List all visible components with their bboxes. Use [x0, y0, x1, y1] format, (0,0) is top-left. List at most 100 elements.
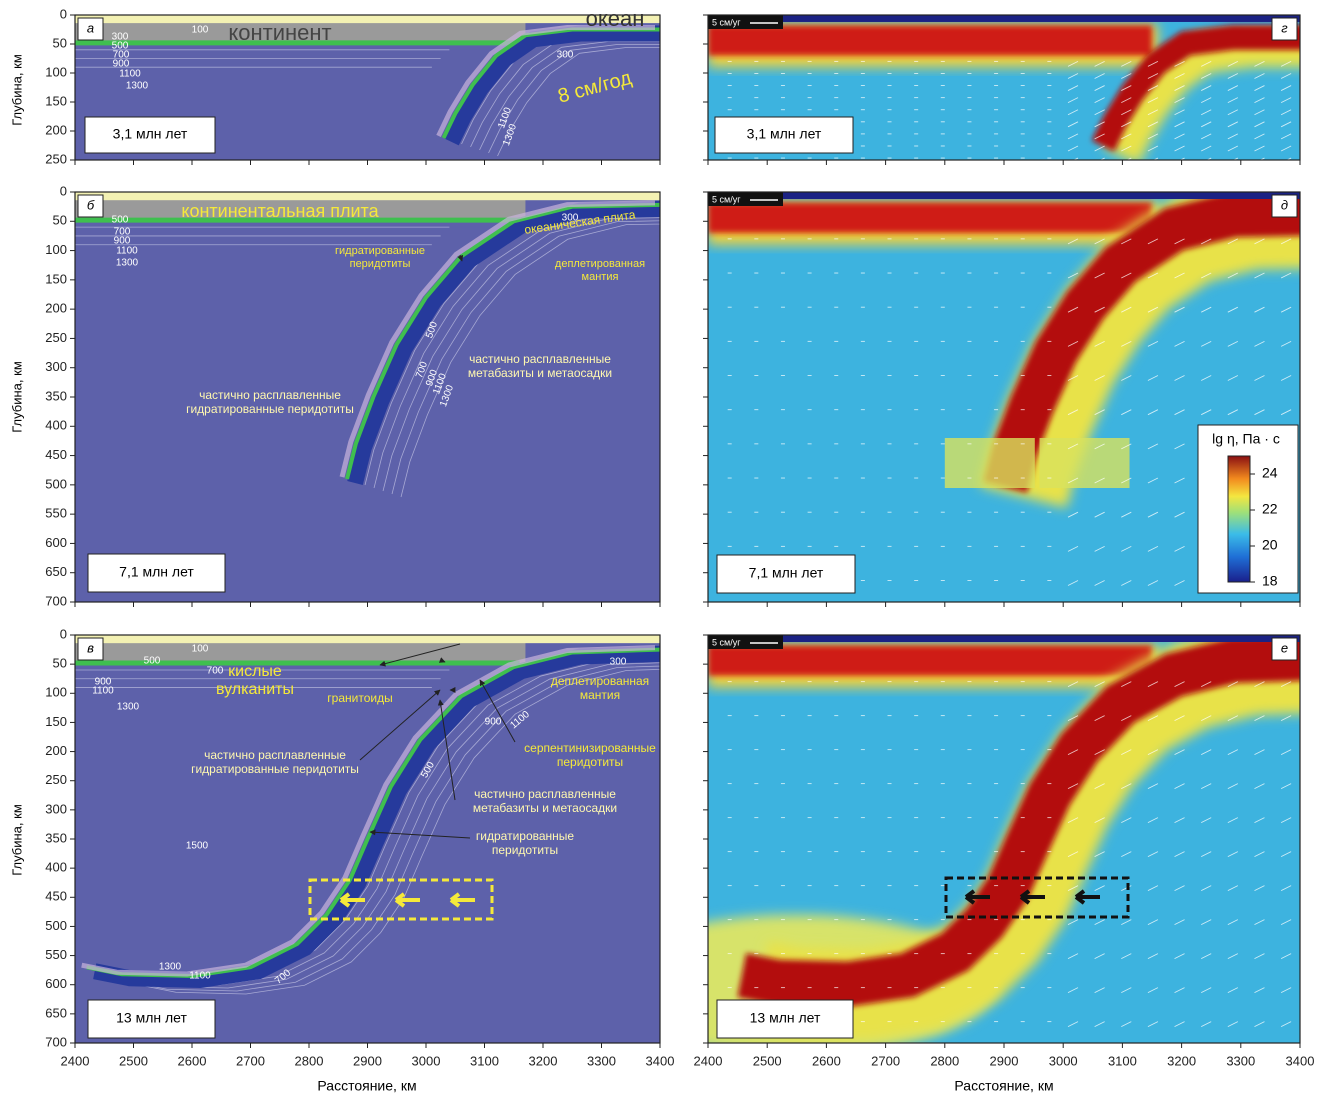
- x-tick-label: 2800: [295, 1053, 324, 1068]
- annotation: кислые: [228, 663, 282, 680]
- annotation: деплетированная: [555, 258, 645, 270]
- annotation: 1100: [92, 686, 114, 697]
- x-tick-label: 2600: [812, 1053, 841, 1068]
- annotation: 1500: [186, 841, 209, 852]
- panel-body: [597, 635, 1328, 1055]
- y-tick-label: 0: [60, 6, 67, 21]
- y-tick-label: 250: [45, 772, 67, 787]
- x-tick-label: 2900: [990, 1053, 1019, 1068]
- annotation: гидратированные: [335, 245, 425, 257]
- y-tick-label: 300: [45, 801, 67, 816]
- y-tick-label: 550: [45, 947, 67, 962]
- annotation: метабазиты и метаосадки: [468, 366, 612, 380]
- block: [945, 438, 1035, 488]
- scale-label: 5 см/уг: [712, 194, 741, 204]
- annotation: 1300: [116, 258, 139, 269]
- annotation: перидотиты: [492, 843, 558, 857]
- y-tick-label: 350: [45, 830, 67, 845]
- model-panel: 0501001502002503003504004505005506006507…: [45, 183, 714, 608]
- y-axis-label: Глубина, км: [9, 54, 24, 126]
- annotation: океан: [586, 6, 645, 31]
- y-tick-label: 700: [45, 1034, 67, 1049]
- panel-letter: г: [1281, 20, 1288, 35]
- page: { "x_axis": {"label": "Расстояние, км", …: [0, 0, 1328, 1098]
- lithosphere: [708, 203, 1152, 233]
- y-tick-label: 300: [45, 359, 67, 374]
- annotation: частично расплавленные: [474, 787, 616, 801]
- panel-letter: в: [87, 640, 94, 655]
- x-tick-label: 2700: [236, 1053, 265, 1068]
- figure: Глубина, км Глубина, км Глубина, км Расс…: [0, 0, 1328, 1098]
- annotation: гранитоиды: [327, 691, 392, 705]
- x-axis-label: Расстояние, км: [317, 1078, 416, 1094]
- surface-air: [708, 635, 1300, 642]
- annotation: 300: [557, 50, 574, 61]
- annotation: 700: [207, 666, 224, 677]
- annotation: 500: [144, 656, 161, 667]
- time-label: 13 млн лет: [750, 1010, 821, 1026]
- x-tick-label: 3100: [1108, 1053, 1137, 1068]
- model-panel: 2400250026002700280029003000310032003300…: [45, 626, 714, 1068]
- y-tick-label: 600: [45, 976, 67, 991]
- annotation: гидратированные перидотиты: [186, 402, 354, 416]
- y-tick-label: 450: [45, 447, 67, 462]
- y-tick-label: 50: [53, 656, 67, 671]
- y-tick-label: 250: [45, 330, 67, 345]
- y-tick-label: 500: [45, 918, 67, 933]
- annotation: гидратированные перидотиты: [191, 762, 359, 776]
- annotation: 300: [610, 657, 627, 668]
- scale-label: 5 см/уг: [712, 637, 741, 647]
- y-tick-label: 450: [45, 889, 67, 904]
- annotation: 300: [562, 213, 579, 224]
- x-tick-label: 3200: [529, 1053, 558, 1068]
- annotation: серпентинизированные: [524, 741, 656, 755]
- annotation: 1300: [126, 81, 149, 92]
- y-tick-label: 150: [45, 271, 67, 286]
- y-tick-label: 650: [45, 1005, 67, 1020]
- lithosphere: [708, 645, 1152, 675]
- colorbar: [1228, 456, 1250, 582]
- annotation: мантия: [580, 688, 620, 702]
- y-axis-label: Глубина, км: [9, 361, 24, 433]
- x-tick-label: 3100: [470, 1053, 499, 1068]
- y-tick-label: 200: [45, 743, 67, 758]
- y-tick-label: 150: [45, 93, 67, 108]
- y-tick-label: 600: [45, 535, 67, 550]
- y-tick-label: 700: [45, 593, 67, 608]
- y-tick-label: 100: [45, 242, 67, 257]
- x-tick-label: 2700: [871, 1053, 900, 1068]
- annotation: континент: [228, 20, 331, 45]
- block: [1040, 438, 1130, 488]
- x-axis-label: Расстояние, км: [954, 1078, 1053, 1094]
- annotation: гидратированные: [476, 829, 575, 843]
- y-tick-label: 100: [45, 685, 67, 700]
- x-tick-label: 3200: [1167, 1053, 1196, 1068]
- y-tick-label: 200: [45, 301, 67, 316]
- time-label: 7,1 млн лет: [749, 565, 824, 581]
- colorbar-tick-label: 22: [1262, 501, 1278, 517]
- colorbar-tick-label: 20: [1262, 537, 1278, 553]
- annotation: метабазиты и метаосадки: [473, 801, 617, 815]
- annotation: частично расплавленные: [199, 388, 341, 402]
- annotation: 1100: [189, 971, 211, 982]
- x-tick-label: 2400: [694, 1053, 723, 1068]
- annotation: 1100: [119, 69, 141, 80]
- annotation: 1300: [117, 702, 140, 713]
- time-label: 3,1 млн лет: [113, 126, 188, 142]
- panel-letter: д: [1281, 197, 1288, 212]
- annotation: 100: [192, 25, 209, 36]
- x-tick-label: 2600: [178, 1053, 207, 1068]
- y-tick-label: 50: [53, 35, 67, 50]
- annotation: 1300: [159, 962, 182, 973]
- x-tick-label: 3400: [646, 1053, 675, 1068]
- annotation: деплетированная: [551, 674, 649, 688]
- y-tick-label: 650: [45, 564, 67, 579]
- panel-letter: е: [1281, 640, 1288, 655]
- lithosphere: [708, 25, 1152, 55]
- annotation: 500: [112, 215, 129, 226]
- annotation: 1100: [116, 246, 138, 257]
- y-tick-label: 100: [45, 64, 67, 79]
- y-axis-label: Глубина, км: [9, 804, 24, 876]
- x-tick-label: 2500: [119, 1053, 148, 1068]
